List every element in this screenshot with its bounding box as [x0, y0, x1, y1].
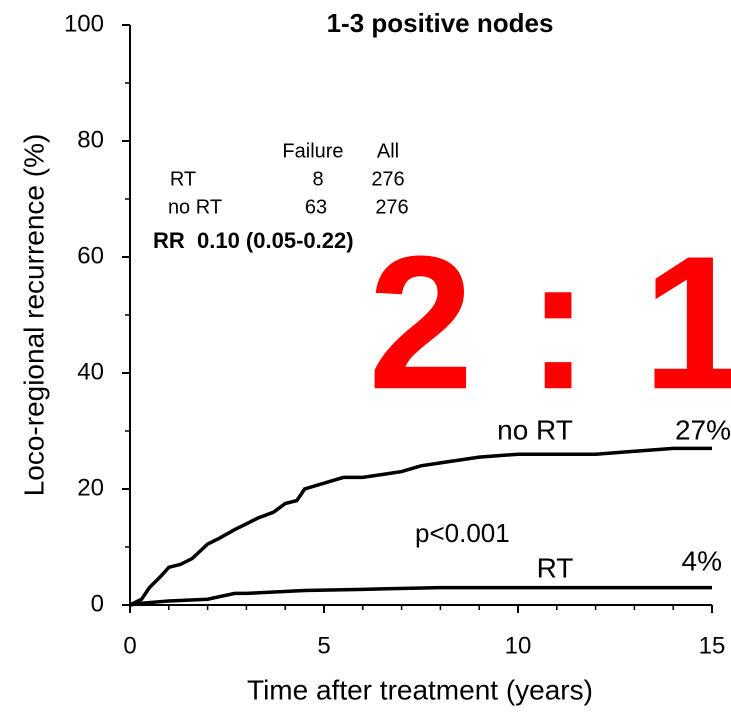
- table-cell: 276: [371, 168, 404, 190]
- x-tick-label: 0: [123, 632, 136, 659]
- series-line: [129, 446, 712, 607]
- end-label: 27%: [675, 414, 731, 445]
- p-value: p<0.001: [415, 518, 510, 548]
- y-tick-label: 40: [77, 358, 104, 385]
- y-axis-label: Loco-regional recurrence (%): [18, 134, 49, 497]
- x-tick-label: 10: [505, 632, 532, 659]
- ratio-annotation: 2 : 1: [368, 217, 731, 429]
- y-tick-label: 100: [64, 10, 104, 37]
- table-cell: 276: [375, 196, 408, 218]
- table-header: Failure: [282, 140, 343, 162]
- table-cell: 63: [305, 196, 327, 218]
- end-label: 4%: [682, 545, 722, 576]
- y-tick-label: 80: [77, 126, 104, 153]
- x-axis-label: Time after treatment (years): [247, 674, 593, 705]
- y-tick-label: 20: [77, 474, 104, 501]
- table-cell: RT: [170, 168, 196, 190]
- table-header: All: [377, 140, 399, 162]
- series-label: RT: [537, 552, 574, 583]
- rr-annotation: RR 0.10 (0.05-0.22): [153, 228, 354, 253]
- table-cell: no RT: [168, 196, 222, 218]
- series-line: [129, 585, 712, 607]
- x-tick-label: 15: [699, 632, 726, 659]
- x-tick-label: 5: [317, 632, 330, 659]
- y-tick-label: 0: [91, 590, 104, 617]
- series-label: no RT: [497, 414, 573, 445]
- table-cell: 8: [312, 168, 323, 190]
- chart-title: 1-3 positive nodes: [327, 8, 554, 38]
- y-tick-label: 60: [77, 242, 104, 269]
